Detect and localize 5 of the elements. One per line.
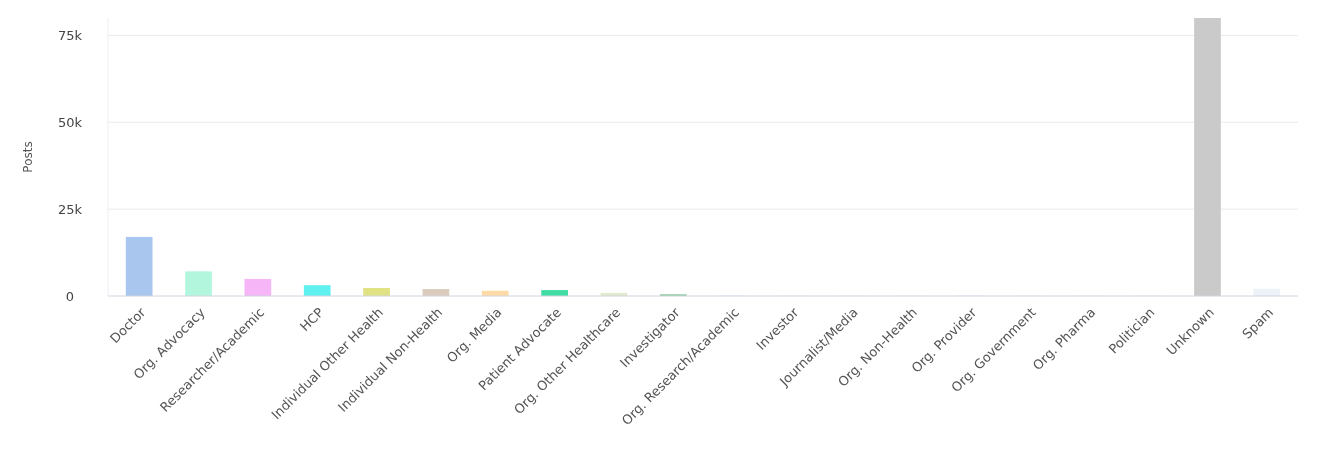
y-tick-label: 25k (57, 201, 83, 217)
y-tick-label: 50k (57, 114, 83, 130)
y-tick-label: 75k (57, 27, 83, 43)
y-tick-label: 0 (65, 288, 75, 304)
y-axis-title: Posts (21, 141, 35, 173)
